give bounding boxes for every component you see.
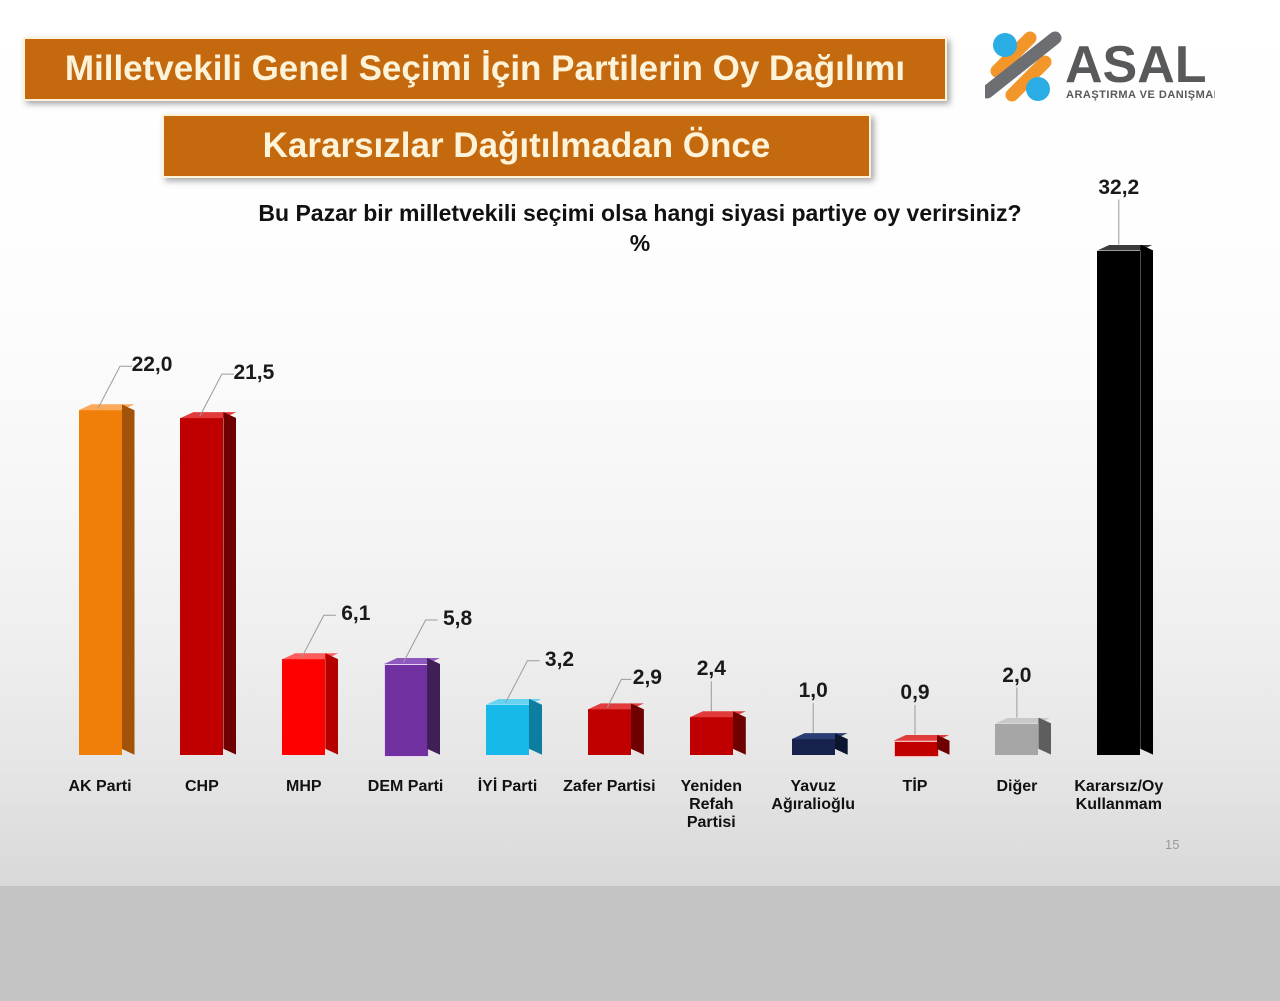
svg-text:ARAŞTIRMA VE DANIŞMANLIK: ARAŞTIRMA VE DANIŞMANLIK: [1066, 89, 1215, 101]
svg-text:ASAL: ASAL: [1065, 36, 1207, 94]
